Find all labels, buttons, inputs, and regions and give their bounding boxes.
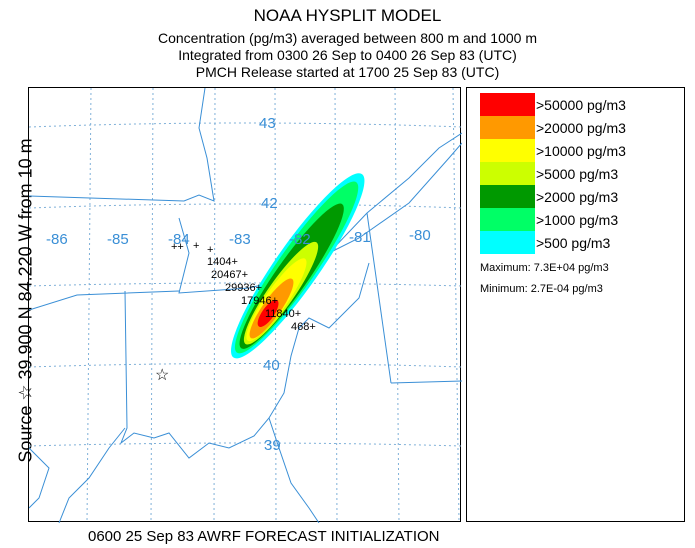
legend-swatch (480, 162, 535, 185)
legend-label: >2000 pg/m3 (536, 188, 619, 205)
lon-label: -80 (409, 227, 431, 244)
lon-label: -85 (107, 231, 129, 248)
sample-points: ++ + + 1404+ 20467+ 29936+ 17946+ 11840+… (171, 240, 316, 333)
legend-item: >2000 pg/m3 (480, 185, 618, 208)
legend-swatch (480, 139, 535, 162)
sample-value: 11840+ (265, 308, 301, 320)
contour-50000 (257, 299, 279, 327)
legend-label: >5000 pg/m3 (536, 165, 619, 182)
legend-label: >500 pg/m3 (536, 234, 611, 251)
subtitle-concentration: Concentration (pg/m3) averaged between 8… (157, 30, 537, 46)
legend-swatch (480, 93, 535, 116)
legend-swatch (480, 185, 535, 208)
lat-label: 43 (259, 115, 276, 132)
grid-labels: -86 -85 -84 -83 -82 -81 -80 43 42 40 39 (46, 115, 431, 454)
sample-value: 17946+ (241, 295, 278, 307)
legend-item: >5000 pg/m3 (480, 162, 618, 185)
sample-value: 468+ (291, 321, 316, 333)
sample-marker: ++ (171, 241, 184, 253)
legend-item: >500 pg/m3 (480, 231, 610, 254)
map-svg: -86 -85 -84 -83 -82 -81 -80 43 42 40 39 … (28, 87, 463, 524)
sample-marker: + (207, 244, 213, 256)
plot-title: NOAA HYSPLIT MODEL (253, 6, 442, 25)
sample-value: 20467+ (211, 269, 248, 281)
lon-label: -84 (168, 231, 190, 248)
sample-marker: + (193, 240, 199, 252)
lon-label: -82 (289, 231, 311, 248)
legend-swatch (480, 231, 535, 254)
lon-label: -86 (46, 231, 68, 248)
minimum-value: Minimum: 2.7E-04 pg/m3 (480, 283, 603, 295)
legend-swatch (480, 116, 535, 139)
map-panel: -86 -85 -84 -83 -82 -81 -80 43 42 40 39 … (28, 87, 463, 524)
legend-label: >10000 pg/m3 (536, 142, 626, 159)
legend-panel: >50000 pg/m3 >20000 pg/m3 >10000 pg/m3 >500… (466, 87, 685, 522)
legend-item: >10000 pg/m3 (480, 139, 626, 162)
lat-label: 42 (261, 195, 278, 212)
footer-initialization: 0600 25 Sep 83 AWRF FORECAST INITIALIZAT… (88, 528, 440, 545)
concentration-plume (231, 173, 365, 359)
graticule (28, 87, 463, 524)
lat-label: 39 (264, 437, 281, 454)
legend-swatch (480, 208, 535, 231)
sample-value: 1404+ (207, 256, 238, 268)
star-icon: ☆ (155, 367, 169, 384)
subtitle-release: PMCH Release started at 1700 25 Sep 83 (… (195, 64, 500, 80)
lon-label: -81 (349, 229, 371, 246)
legend-label: >1000 pg/m3 (536, 211, 619, 228)
legend-label: >50000 pg/m3 (536, 96, 626, 113)
lon-label: -83 (229, 231, 251, 248)
legend-item: >1000 pg/m3 (480, 208, 618, 231)
maximum-value: Maximum: 7.3E+04 pg/m3 (480, 262, 609, 274)
subtitle-integration: Integrated from 0300 26 Sep to 0400 26 S… (178, 47, 517, 63)
legend-label: >20000 pg/m3 (536, 119, 626, 136)
lat-label: 40 (263, 357, 280, 374)
sample-value: 29936+ (225, 282, 262, 294)
legend-item: >20000 pg/m3 (480, 116, 626, 139)
legend-item: >50000 pg/m3 (480, 93, 626, 116)
